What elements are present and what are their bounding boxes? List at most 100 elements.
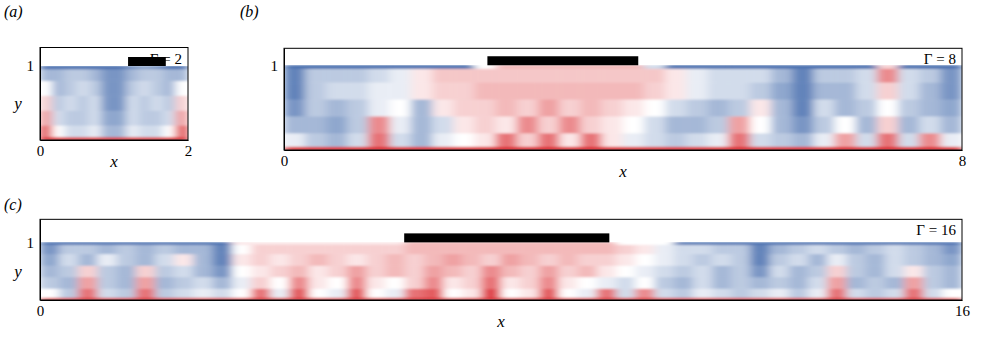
temperature-field [40, 66, 188, 140]
field-cell [559, 254, 578, 266]
field-cell [284, 147, 305, 150]
field-cell [729, 116, 750, 133]
field-cell [136, 242, 155, 244]
field-cell [290, 265, 309, 277]
field-cell [139, 81, 151, 96]
field-cell [251, 277, 270, 289]
field-cell [176, 81, 188, 96]
field-cell [126, 69, 138, 81]
field-cell [941, 116, 962, 133]
y-tick-label: 1 [271, 58, 279, 74]
field-cell [898, 82, 919, 99]
field-cell [432, 147, 453, 150]
field-cell [835, 65, 856, 68]
field-cell [665, 133, 686, 147]
field-cell [501, 277, 520, 289]
field-cell [732, 277, 751, 289]
field-cell [232, 245, 251, 254]
field-cell [114, 69, 126, 81]
field-cell [623, 133, 644, 147]
field-cell [920, 147, 941, 150]
field-cell [213, 242, 232, 244]
x-tick: 0 [37, 140, 45, 159]
field-cell [898, 116, 919, 133]
y-tick: 1 [27, 235, 41, 251]
field-cell [151, 96, 163, 111]
field-cell [789, 265, 808, 277]
field-cell [126, 96, 138, 111]
y-axis-line [40, 48, 41, 141]
field-cell [78, 277, 97, 289]
field-cell [40, 96, 52, 111]
field-cell [750, 65, 771, 68]
field-cell [369, 69, 390, 83]
field-cell [708, 133, 729, 147]
field-cell [559, 99, 580, 116]
field-cell [102, 96, 114, 111]
field-cell [856, 69, 877, 83]
field-cell [581, 82, 602, 99]
field-cell [369, 147, 390, 150]
field-cell [213, 277, 232, 289]
field-cell [348, 147, 369, 150]
field-cell [40, 66, 52, 69]
field-cell [943, 242, 962, 244]
field-cell [114, 81, 126, 96]
field-cell [793, 147, 814, 150]
field-cell [665, 99, 686, 116]
field-cell [369, 82, 390, 99]
field-cell [326, 69, 347, 83]
field-cell [40, 110, 52, 125]
field-cell [305, 147, 326, 150]
field-cell [176, 125, 188, 137]
field-cell [411, 116, 432, 133]
field-cell [98, 288, 117, 297]
field-cell [898, 133, 919, 147]
field-cell [771, 116, 792, 133]
field-cell [432, 99, 453, 116]
field-cell [943, 245, 962, 254]
field-cell [793, 116, 814, 133]
field-cell [729, 133, 750, 147]
field-cell [163, 125, 175, 137]
x-tick-label: 0 [37, 143, 45, 159]
field-cell [59, 245, 78, 254]
field-cell [290, 245, 309, 254]
field-cell [708, 99, 729, 116]
field-cell [655, 277, 674, 289]
field-cell [496, 82, 517, 99]
field-cell [559, 147, 580, 150]
field-cell [635, 245, 654, 254]
field-cell [475, 133, 496, 147]
field-cell [405, 265, 424, 277]
field-cell [814, 65, 835, 68]
field-cell [835, 69, 856, 83]
field-cell [665, 116, 686, 133]
field-cell [390, 69, 411, 83]
field-cell [454, 116, 475, 133]
field-cell [941, 82, 962, 99]
field-cell [347, 254, 366, 266]
field-cell [309, 245, 328, 254]
field-cell [828, 245, 847, 254]
field-cell [578, 245, 597, 254]
field-cell [597, 288, 616, 297]
field-cell [828, 242, 847, 244]
x-tick-label: 8 [959, 153, 967, 169]
field-cell [482, 245, 501, 254]
field-cell [920, 133, 941, 147]
field-cell [751, 245, 770, 254]
field-cell [40, 125, 52, 137]
field-cell [623, 116, 644, 133]
field-cell [424, 265, 443, 277]
field-cell [405, 242, 424, 244]
field-cell [770, 277, 789, 289]
field-cell [665, 82, 686, 99]
field-cell [367, 254, 386, 266]
field-cell [885, 288, 904, 297]
temperature-field [284, 65, 962, 150]
field-cell [475, 147, 496, 150]
field-cell [847, 254, 866, 266]
field-cell [517, 65, 538, 68]
field-cell [213, 265, 232, 277]
